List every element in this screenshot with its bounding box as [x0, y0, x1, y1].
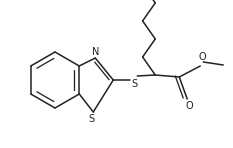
Text: S: S [131, 79, 137, 89]
Text: O: O [199, 52, 206, 62]
Text: N: N [92, 47, 99, 57]
Text: O: O [185, 101, 193, 111]
Text: S: S [88, 114, 94, 124]
